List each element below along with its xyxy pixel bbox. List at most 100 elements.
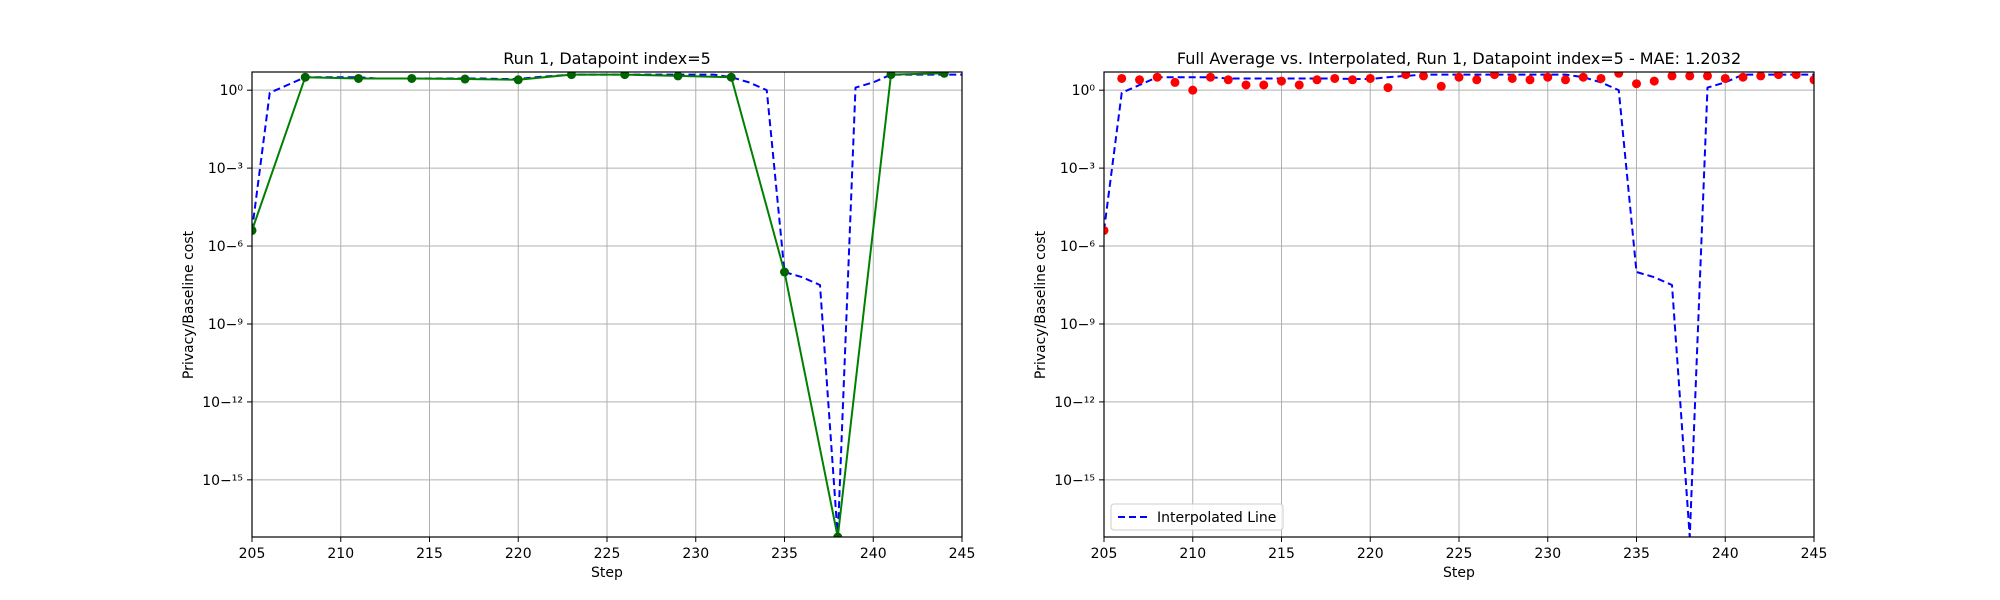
full-average-point <box>1223 75 1233 85</box>
full-average-point <box>1791 72 1801 80</box>
chart-title: Run 1, Datapoint index=5 <box>503 49 711 68</box>
y-tick-label: 10−⁹ <box>1060 317 1096 333</box>
sampled-point <box>780 267 789 277</box>
sampled-point <box>354 73 363 83</box>
x-tick-label: 220 <box>1357 546 1384 562</box>
x-tick-label: 205 <box>1091 546 1118 562</box>
full-average-point <box>1649 76 1659 86</box>
x-tick-label: 245 <box>949 546 976 562</box>
legend-box <box>1110 503 1284 531</box>
x-tick-label: 215 <box>1268 546 1295 562</box>
sampled-point <box>460 74 470 84</box>
sampled-point <box>407 73 417 83</box>
x-tick-label: 230 <box>1534 546 1561 562</box>
ticks: 205 210 215 220 225 230 235 240 245 10⁰ 10−³ 10−⁶ 10… <box>202 83 975 562</box>
full-average-point <box>1206 72 1215 82</box>
x-tick-label: 240 <box>1712 546 1739 562</box>
full-average-point <box>1774 72 1783 80</box>
full-average-point <box>1596 73 1606 83</box>
x-tick-label: 205 <box>239 546 266 562</box>
x-axis-label: Step <box>591 565 623 581</box>
full-average-point <box>1685 72 1695 81</box>
y-tick-label: 10−⁶ <box>1060 239 1096 255</box>
full-average-point <box>1454 72 1464 82</box>
x-tick-label: 225 <box>1446 546 1473 562</box>
full-average-point <box>1277 76 1286 86</box>
x-axis-label: Step <box>1443 565 1475 581</box>
grid <box>1103 72 1815 537</box>
full-average-point <box>1667 72 1677 81</box>
x-tick-label: 220 <box>505 546 532 562</box>
full-average-point <box>1720 73 1730 83</box>
legend-entry-interpolated-line: Interpolated Line <box>1157 510 1276 526</box>
full-average-point <box>1507 73 1517 83</box>
y-tick-label: 10−¹² <box>202 395 243 411</box>
sampled-point <box>513 75 523 85</box>
y-tick-label: 10−³ <box>208 161 243 177</box>
ticks: 205 210 215 220 225 230 235 240 245 10⁰ 10−³ 10−⁶ 10… <box>1054 83 1827 562</box>
sampled-point <box>886 72 896 80</box>
y-tick-label: 10−⁹ <box>208 317 244 333</box>
x-tick-label: 225 <box>594 546 621 562</box>
x-tick-label: 210 <box>327 546 354 562</box>
full-average-point <box>1104 225 1109 235</box>
y-axis-label: Privacy/Baseline cost <box>181 230 197 379</box>
full-average-point <box>1561 75 1570 85</box>
full-average-point <box>1152 72 1162 82</box>
y-tick-label: 10⁰ <box>220 83 244 99</box>
full-average-point <box>1312 75 1322 85</box>
x-tick-label: 245 <box>1801 546 1828 562</box>
y-tick-label: 10⁰ <box>1072 83 1096 99</box>
full-average-point <box>1170 77 1180 87</box>
sampled-point <box>620 72 630 80</box>
chart-full-average-vs-interpolated: 205 210 215 220 225 230 235 240 245 10⁰ 10−³ 10−⁶ 10… <box>1033 49 1827 581</box>
full-average-point <box>1383 83 1393 93</box>
y-tick-label: 10−³ <box>1060 161 1095 177</box>
full-average-point <box>1472 75 1482 85</box>
full-average-point <box>1703 72 1712 81</box>
full-average-point <box>1436 81 1446 91</box>
x-tick-label: 235 <box>1623 546 1650 562</box>
sampled-point <box>252 225 257 235</box>
full-average-point <box>1117 73 1127 83</box>
full-average-point <box>1419 72 1428 81</box>
full-average-point <box>1294 80 1304 90</box>
full-average-point <box>1490 72 1499 80</box>
full-average-point <box>1241 80 1251 90</box>
x-tick-label: 235 <box>771 546 798 562</box>
chart-title: Full Average vs. Interpolated, Run 1, Da… <box>1177 49 1741 68</box>
full-average-point <box>1756 72 1766 81</box>
sampled-point <box>567 72 576 80</box>
full-average-point <box>1401 72 1411 80</box>
y-axis-label: Privacy/Baseline cost <box>1033 230 1049 379</box>
full-average-point <box>1578 72 1588 82</box>
full-average-point <box>1738 72 1748 82</box>
sampled-point <box>833 532 843 537</box>
full-average-point <box>1614 72 1624 78</box>
y-tick-label: 10−⁶ <box>208 239 244 255</box>
sampled-point <box>673 72 683 81</box>
x-tick-label: 215 <box>416 546 443 562</box>
full-average-point <box>1809 75 1814 85</box>
full-average-point <box>1188 85 1198 95</box>
y-tick-label: 10−¹² <box>1054 395 1095 411</box>
grid <box>251 72 963 537</box>
series-layer <box>1104 72 1814 537</box>
sampled-point <box>300 72 310 82</box>
full-average-point <box>1135 75 1144 85</box>
full-average-point <box>1259 80 1269 90</box>
y-tick-label: 10−¹⁵ <box>202 473 243 489</box>
full-average-point <box>1348 75 1357 85</box>
sampled-point <box>726 72 736 82</box>
full-average-point <box>1525 75 1535 85</box>
chart-run1-sampled: 205 210 215 220 225 230 235 240 245 10⁰ 10−³ 10−⁶ 10… <box>181 49 975 581</box>
x-tick-label: 230 <box>682 546 709 562</box>
full-average-point <box>1365 73 1375 83</box>
full-average-point <box>1632 79 1641 89</box>
series-layer <box>252 72 962 537</box>
sampled-point <box>939 72 949 78</box>
sampled-solid-line <box>252 72 945 537</box>
y-tick-label: 10−¹⁵ <box>1054 473 1095 489</box>
full-average-point <box>1543 72 1553 82</box>
